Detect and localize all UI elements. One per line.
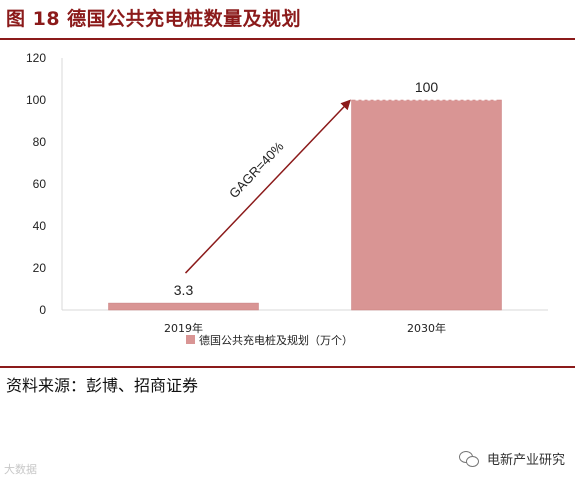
y-tick-label: 0: [39, 303, 46, 317]
data-label: 3.3: [174, 282, 194, 298]
y-tick-label: 120: [26, 51, 46, 65]
bars: [108, 99, 502, 311]
bar-chart: 0 20 40 60 80 100 120 3.3 2019年 100 2030年 GAGR=40%…: [26, 51, 548, 347]
figure-title: 图 18 德国公共充电桩数量及规划: [6, 8, 302, 30]
y-tick-label: 80: [33, 135, 47, 149]
watermark-right: 电新产业研究: [458, 449, 565, 468]
y-tick-label: 40: [33, 219, 47, 233]
x-tick-label: 2030年: [407, 321, 446, 335]
watermark-right-label: 电新产业研究: [486, 453, 565, 468]
title-divider: [0, 38, 575, 40]
bar: [108, 302, 259, 311]
source-divider: [0, 366, 575, 368]
data-label: 100: [415, 79, 439, 95]
legend-swatch: [186, 335, 195, 344]
legend-label: 德国公共充电桩及规划（万个）: [199, 333, 353, 347]
source-note: 资料来源：彭博、招商证券: [6, 376, 199, 395]
y-tick-label: 20: [33, 261, 47, 275]
wechat-icon: [458, 450, 481, 468]
y-tick-label: 60: [33, 177, 47, 191]
growth-annotation: GAGR=40%: [226, 138, 287, 201]
y-tick-label: 100: [26, 93, 46, 107]
watermark-left: 大数据: [4, 463, 37, 476]
x-tick-label: 2019年: [164, 321, 203, 335]
bar: [351, 99, 502, 311]
legend: 德国公共充电桩及规划（万个）: [186, 333, 353, 347]
growth-arrow: [184, 99, 351, 274]
